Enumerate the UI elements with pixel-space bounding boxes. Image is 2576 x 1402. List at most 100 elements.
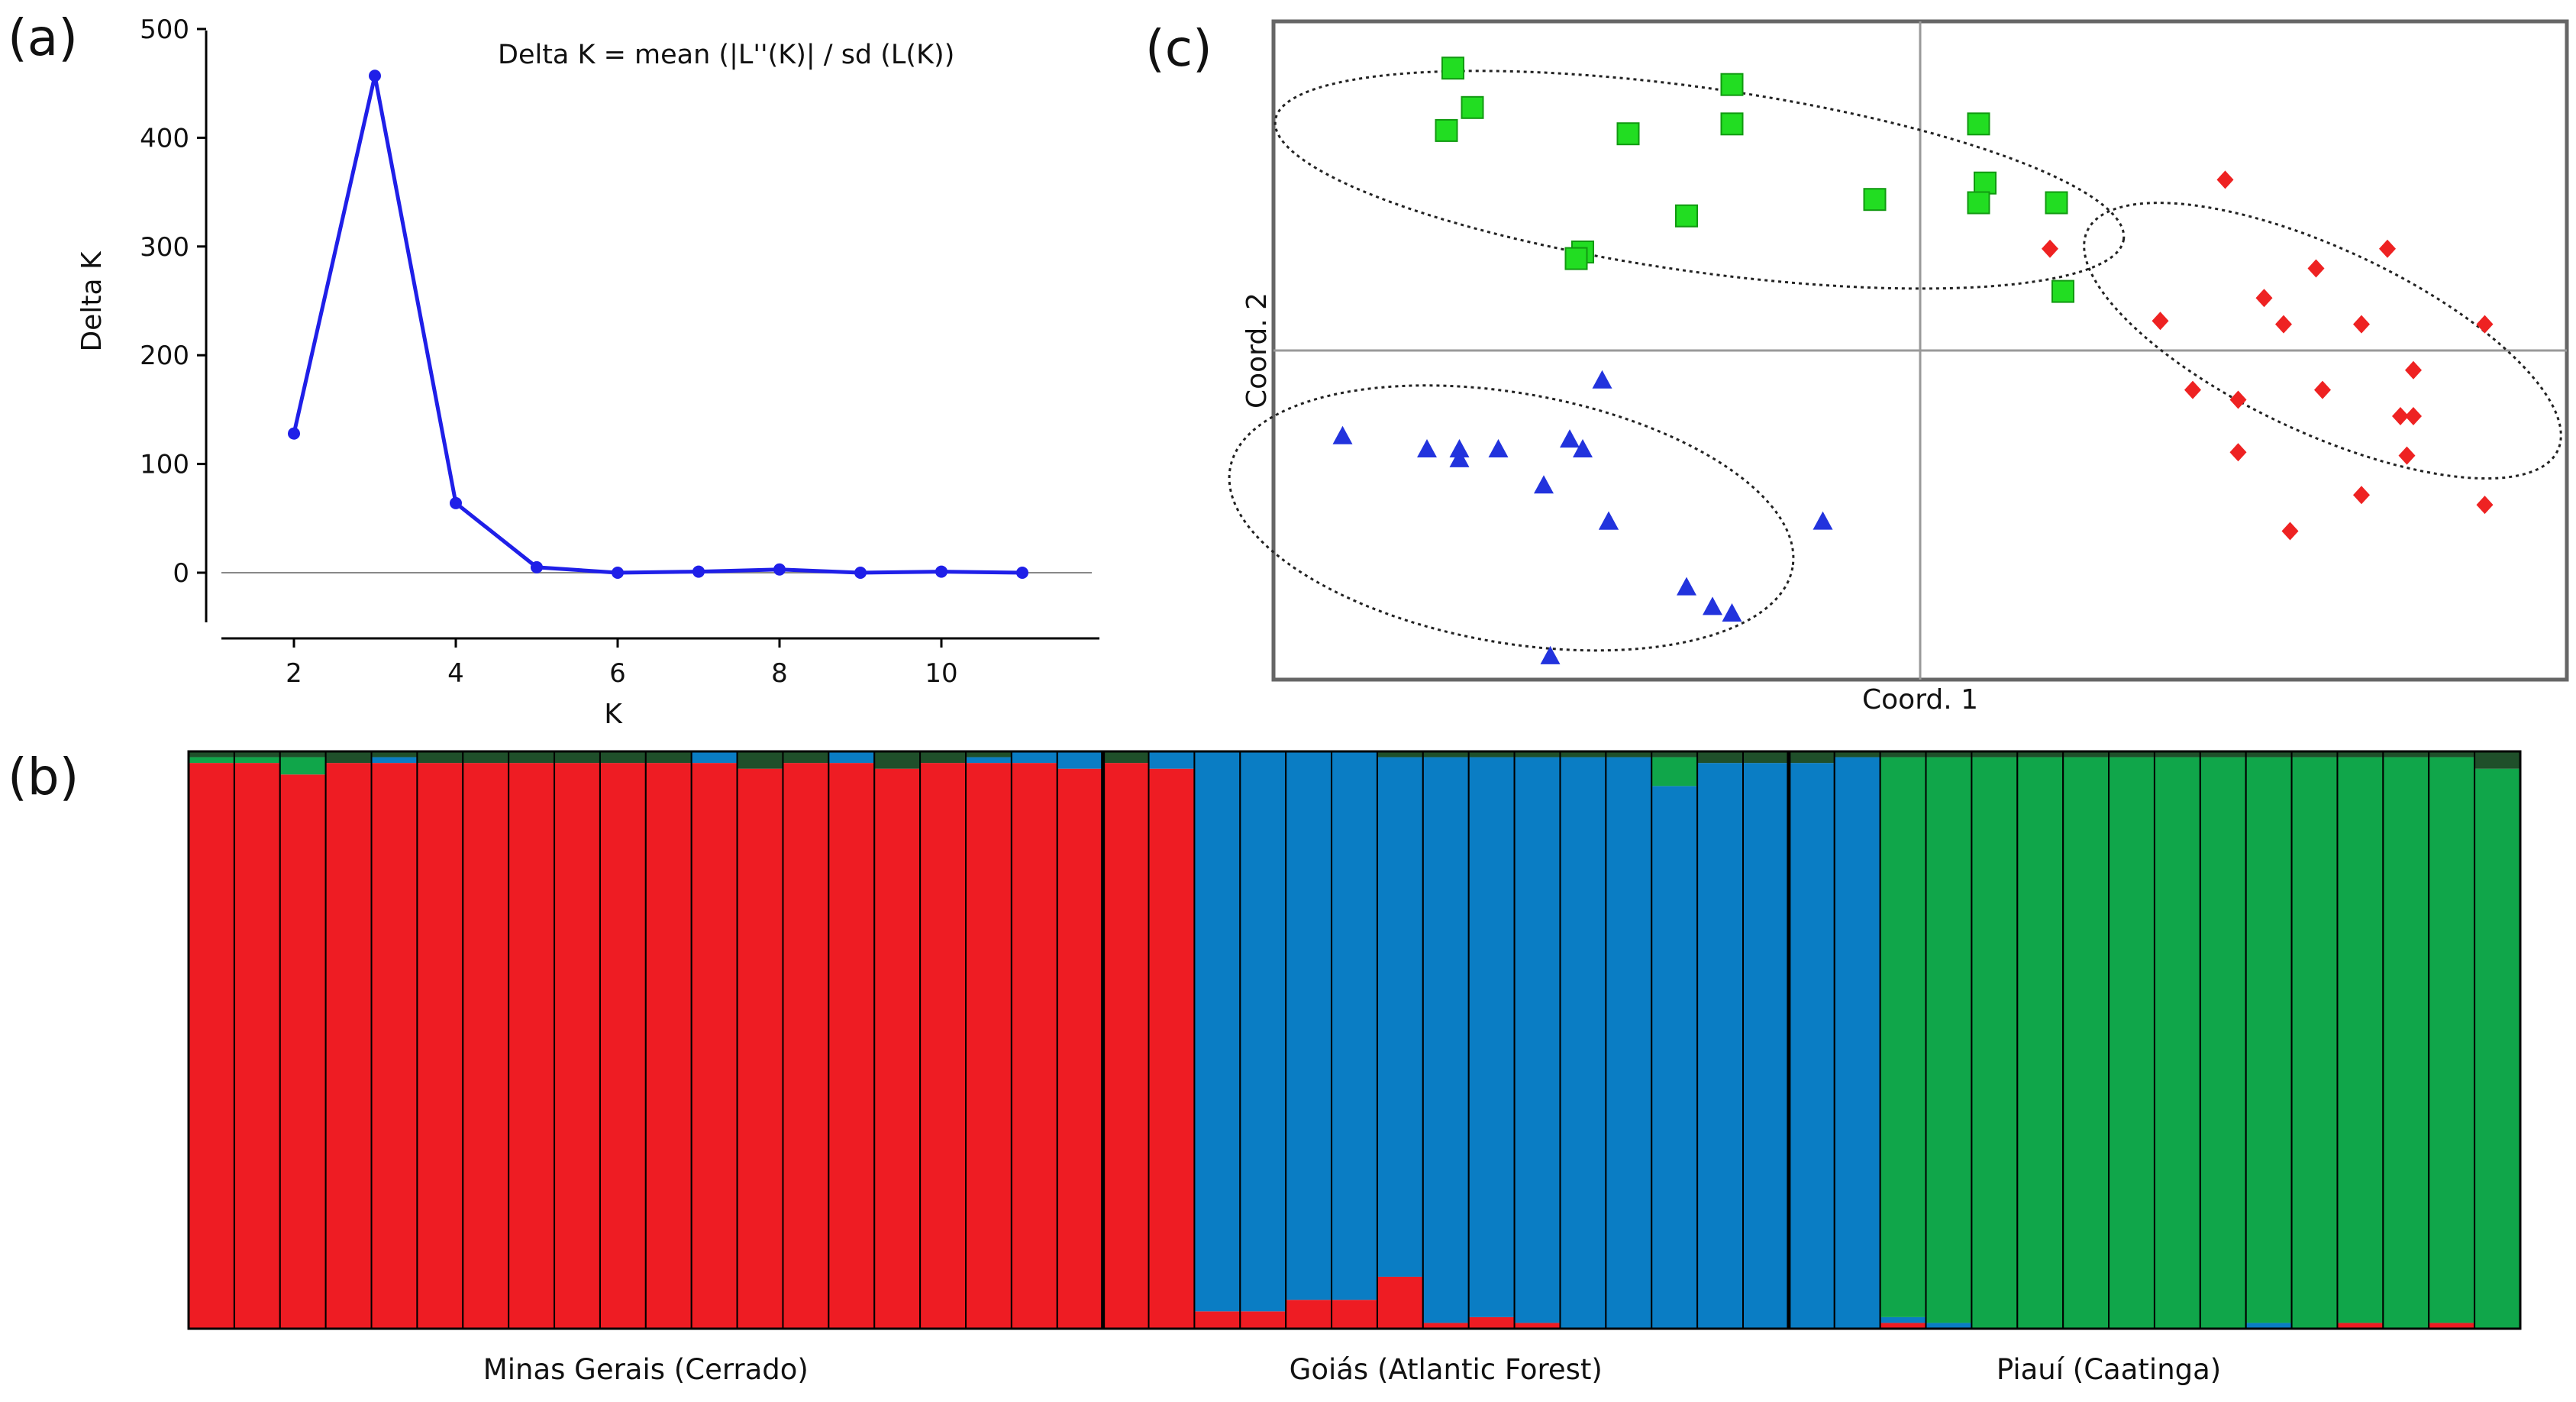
panel-c-triangle-point <box>1417 439 1437 457</box>
panel-a-x-tick-label: 2 <box>286 658 302 689</box>
panel-c-square-point <box>2051 279 2074 303</box>
panel-b-bar-segment <box>417 763 463 1329</box>
panel-b-bar-segment <box>737 768 783 1329</box>
panel-b-bar-segment <box>1834 757 1880 1329</box>
panel-c-triangle-point <box>1560 429 1580 448</box>
panel-b-bar-segment <box>1468 751 1515 758</box>
panel-b-bar-segment <box>1514 751 1561 758</box>
panel-b-bar-segment <box>1377 751 1423 758</box>
panel-b-bar-segment <box>1697 763 1743 1329</box>
panel-b-bar-segment <box>1788 763 1835 1329</box>
panel-c-triangle-point <box>1703 596 1722 615</box>
panel-b-bar-segment <box>1971 757 2018 1329</box>
panel-b-bar-segment <box>599 751 646 764</box>
panel-b-bar-segment <box>1468 757 1515 1317</box>
panel-a-y-axis-title: Delta K <box>76 250 108 351</box>
panel-b-bar-segment <box>2383 751 2429 758</box>
panel-c-diamond-point <box>2476 496 2494 515</box>
panel-b-bar-segment <box>1377 757 1423 1277</box>
panel-b-bar-segment <box>417 751 463 764</box>
panel-b-bar-segment <box>1514 1323 1561 1329</box>
panel-b-bar-segment <box>1102 751 1149 764</box>
panel-a-x-tick-label: 6 <box>609 658 626 689</box>
panel-b-bar-segment <box>2429 751 2475 758</box>
panel-b-bar-segment <box>463 763 509 1329</box>
panel-b-bar-segment <box>1560 757 1606 1329</box>
panel-b-bar-segment <box>691 763 738 1329</box>
panel-c-diamond-point <box>2229 390 2247 409</box>
panel-b-bar-segment <box>1926 751 1972 758</box>
panel-b-bar-segment <box>2245 751 2292 758</box>
panel-b-bar-segment <box>1057 751 1103 769</box>
panel-b-bar-segment <box>1971 751 2018 758</box>
panel-b-bar-segment <box>234 757 280 764</box>
panel-c-triangle-point <box>1488 439 1509 457</box>
panel-a-data-point <box>1016 567 1028 579</box>
panel-a-y-tick-label: 0 <box>173 558 189 589</box>
panel-b-bar-segment <box>2474 751 2520 769</box>
panel-c-diamond-point <box>2392 407 2409 425</box>
panel-b-bar-segment <box>325 751 372 764</box>
panel-b-frame <box>187 750 2522 1330</box>
panel-b-bar-segment <box>874 768 921 1329</box>
panel-c-cluster-ellipse <box>1273 69 2126 290</box>
panel-b-bar-segment <box>2154 751 2200 758</box>
panel-b-bar-segment <box>2337 1323 2384 1329</box>
panel-a-data-point <box>692 565 705 578</box>
panel-b-group-label: Piauí (Caatinga) <box>1997 1353 2221 1386</box>
panel-label-b: (b) <box>8 748 79 806</box>
panel-b-bar-segment <box>1332 751 1377 1300</box>
panel-a-y-tick-label: 500 <box>140 15 189 45</box>
panel-a-y-tick-label: 200 <box>140 341 189 371</box>
panel-c-square-point <box>1616 122 1640 146</box>
panel-c-diamond-point <box>2405 360 2422 380</box>
panel-b-bar-segment <box>2200 757 2246 1329</box>
panel-c-triangle-point <box>1332 425 1353 444</box>
panel-b-bar-segment <box>2017 757 2064 1329</box>
panel-b-bar-segment <box>1880 757 1926 1317</box>
panel-a-x-tick-label: 10 <box>925 658 957 689</box>
panel-b-bar-segment <box>920 751 966 764</box>
panel-c-diamond-point <box>2314 380 2331 399</box>
panel-c-square-point <box>1974 171 1997 195</box>
panel-a-formula-title: Delta K = mean (|L''(K)| / sd (L(K)) <box>498 40 954 70</box>
panel-b-bar-segment <box>1240 751 1286 1312</box>
panel-b-bar-segment <box>1880 751 1926 758</box>
panel-b-bar-segment <box>828 763 875 1329</box>
panel-c-triangle-point <box>1722 603 1742 622</box>
panel-c-diamond-point <box>2042 239 2058 258</box>
panel-b-bar-segment <box>1422 757 1469 1323</box>
panel-b-bar-segment <box>966 751 1012 758</box>
panel-b-bar-segment <box>1148 751 1195 769</box>
panel-c-diamond-point <box>2405 407 2422 425</box>
panel-b-bar-segment <box>1788 751 1835 764</box>
panel-c-cluster-ellipse <box>2083 202 2562 480</box>
panel-c-diamond-point <box>2307 259 2325 278</box>
panel-c-diamond-point <box>2229 443 2247 462</box>
panel-c-triangle-point <box>1449 448 1470 467</box>
panel-c-diamond-point <box>2353 486 2370 505</box>
panel-c-pcoa-chart: Coord. 1 Coord. 2 <box>1228 19 2569 716</box>
panel-b-bar-segment <box>1332 1300 1377 1329</box>
panel-c-triangle-point <box>1592 370 1612 389</box>
panel-b-bar-segment <box>599 763 646 1329</box>
panel-b-bar-segment <box>371 763 418 1329</box>
panel-b-bar-segment <box>1422 751 1469 758</box>
panel-b-bar-segment <box>1697 751 1743 764</box>
panel-a-delta-k-chart: 0 100 200 300 400 500 2 4 6 8 10 Delta K K Delta … <box>76 15 1099 730</box>
panel-b-bar-segment <box>2383 757 2429 1329</box>
panel-c-diamond-point <box>2398 446 2416 465</box>
panel-b-bar-segment <box>737 751 783 769</box>
panel-b-bar-segment <box>2337 757 2384 1323</box>
panel-b-bar-segment <box>920 763 966 1329</box>
panel-b-bar-segment <box>2474 768 2520 1329</box>
panel-b-bar-segment <box>783 763 829 1329</box>
panel-b-bar-segment <box>1194 751 1241 1312</box>
panel-b-bar-segment <box>1194 1311 1241 1329</box>
panel-c-diamond-point <box>2476 315 2494 334</box>
panel-c-diamond-point <box>2184 380 2201 399</box>
panel-b-bar-segment <box>2429 757 2475 1323</box>
panel-b-bar-segment <box>1148 768 1195 1329</box>
panel-c-triangle-point <box>1540 645 1561 664</box>
panel-b-bar-segment <box>2109 751 2155 758</box>
